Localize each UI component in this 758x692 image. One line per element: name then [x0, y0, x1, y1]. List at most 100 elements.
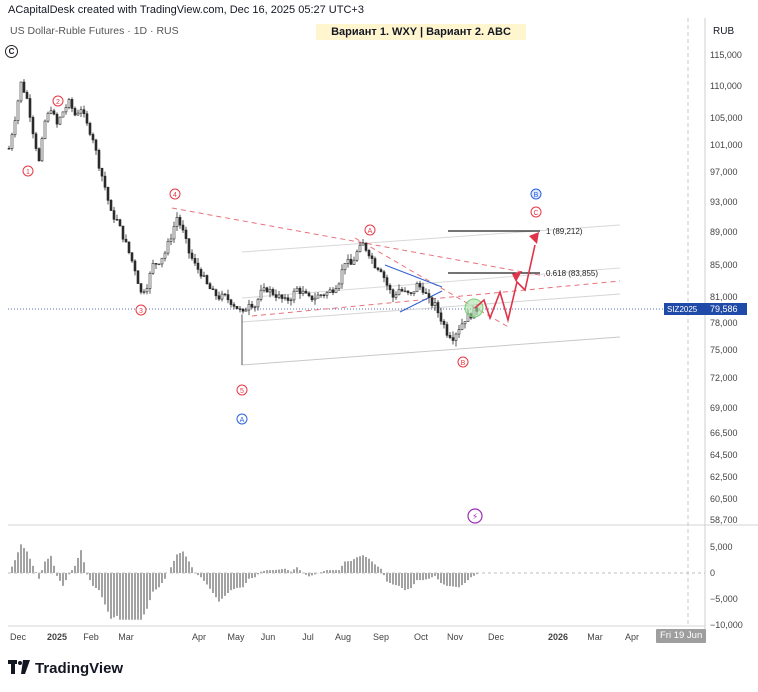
gray-channel-mid	[241, 293, 621, 323]
candle-body	[13, 120, 17, 136]
candle-body	[424, 292, 428, 294]
candle-body	[448, 335, 452, 338]
candle-body	[253, 306, 257, 308]
candle-body	[55, 113, 59, 125]
candle-body	[160, 257, 164, 265]
candle-body	[103, 175, 107, 188]
candle-body	[283, 297, 287, 299]
oscillator-axis: 5,000 0 −5,000 −10,000	[710, 542, 743, 630]
candle-body	[247, 303, 251, 311]
crosshair-date-badge: Fri 19 Jun '	[656, 629, 706, 655]
candle-body	[325, 292, 329, 296]
chart-attribution: ACapitalDesk created with TradingView.co…	[8, 4, 364, 16]
candle-body	[421, 286, 425, 293]
candle-body	[94, 139, 98, 151]
projection-zigzag	[474, 244, 536, 324]
candle-body	[229, 299, 233, 305]
tradingview-logo-icon	[8, 660, 30, 677]
fib-label-0618: 0.618 (83,855)	[546, 269, 598, 278]
candle-body	[442, 320, 446, 325]
candle-body	[244, 309, 248, 312]
oscillator-tick-label: 0	[710, 568, 715, 578]
candle-body	[28, 98, 32, 118]
candle-body	[175, 216, 179, 227]
candle-body	[85, 113, 89, 124]
candle-body	[148, 272, 152, 289]
candle-body	[376, 267, 380, 270]
x-tick-label: Feb	[83, 632, 99, 642]
candle-body	[49, 110, 53, 114]
candle-body	[280, 294, 284, 299]
y-tick-label: 97,000	[710, 167, 738, 177]
candle-body	[331, 289, 335, 293]
y-tick-label: 115,000	[710, 50, 742, 60]
candle-body	[340, 269, 344, 285]
x-tick-label: Apr	[625, 632, 639, 642]
candle-body	[127, 241, 131, 253]
svg-text:B: B	[461, 360, 466, 367]
y-tick-label: 101,000	[710, 140, 743, 150]
c-badge-icon: C	[5, 45, 18, 58]
candle-body	[328, 289, 332, 293]
candle-body	[46, 112, 50, 122]
x-tick-label: Aug	[335, 632, 351, 642]
candle-body	[157, 263, 161, 266]
candle-body	[250, 303, 254, 308]
price-tag-symbol: SIZ2025	[667, 305, 698, 314]
candle-body	[130, 252, 134, 262]
channel-lines	[171, 207, 621, 366]
candle-body	[370, 255, 374, 259]
y-axis: 115,000 110,000 105,000 101,000 97,000 93,000…	[710, 50, 743, 525]
candle-body	[271, 289, 275, 295]
candle-body	[112, 210, 116, 220]
candle-body	[319, 294, 323, 296]
wave-labels: 1 2 3 4 5 A A B B C	[22, 95, 542, 425]
candle-body	[238, 308, 242, 310]
candle-body	[241, 308, 245, 312]
oscillator-tick-label: −10,000	[710, 620, 743, 630]
tradingview-brand[interactable]: TradingView	[8, 660, 123, 677]
candle-body	[61, 111, 65, 118]
y-tick-label: 81,000	[710, 292, 738, 302]
candle-body	[145, 288, 149, 293]
candle-body	[385, 277, 389, 286]
svg-text:B: B	[534, 192, 539, 199]
svg-text:C: C	[533, 210, 538, 217]
candle-body	[295, 287, 299, 292]
y-tick-label: 72,000	[710, 373, 738, 383]
candle-body	[388, 284, 392, 291]
candle-body	[349, 258, 353, 265]
candle-body	[124, 238, 128, 243]
candle-body	[82, 109, 86, 115]
candle-body	[301, 290, 305, 294]
candle-body	[346, 258, 350, 264]
candle-body	[184, 229, 188, 239]
x-tick-label: 2025	[47, 632, 67, 642]
gray-channel-lower	[241, 336, 621, 366]
candle-body	[256, 298, 260, 308]
candle-body	[310, 295, 314, 301]
candle-body	[451, 337, 455, 341]
y-tick-label: 105,000	[710, 113, 743, 123]
candle-body	[397, 288, 401, 296]
candle-body	[58, 116, 62, 125]
candle-body	[193, 258, 197, 264]
candle-body	[265, 287, 269, 293]
candle-body	[394, 294, 398, 298]
candle-body	[139, 283, 143, 293]
oscillator-histogram	[11, 544, 478, 620]
y-tick-label: 64,500	[710, 450, 738, 460]
wave-label-a-blue: A	[236, 413, 248, 425]
wave-label-4: 4	[169, 188, 181, 200]
candle-body	[373, 258, 377, 269]
candle-body	[91, 134, 95, 141]
fib-label-1: 1 (89,212)	[546, 227, 583, 236]
candle-body	[214, 289, 218, 297]
svg-text:4: 4	[173, 192, 177, 199]
candle-body	[109, 200, 113, 211]
y-tick-label: 78,000	[710, 318, 738, 328]
candle-body	[106, 186, 110, 201]
red-dashed-upper	[171, 207, 546, 277]
candle-body	[262, 287, 266, 291]
